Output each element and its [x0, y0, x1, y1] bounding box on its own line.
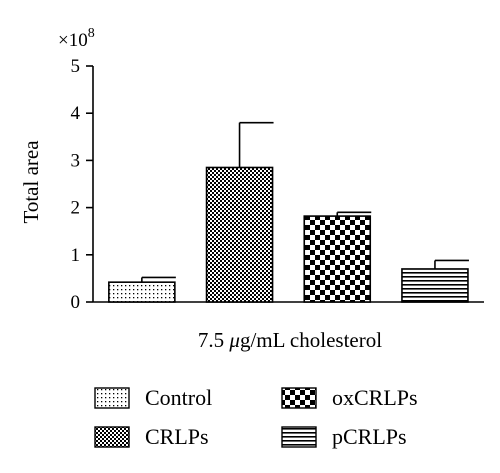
y-tick-label: 2: [71, 198, 81, 219]
y-tick-label: 0: [71, 292, 81, 313]
legend-swatch: [94, 426, 130, 448]
y-scale-multiplier: ×108: [58, 26, 95, 51]
bar-pcrlps: [401, 268, 469, 303]
legend: Control CRLPs oxCRLPs pCRLPs: [94, 385, 418, 449]
y-axis-title: Total area: [19, 140, 43, 224]
y-tick-label: 5: [71, 56, 81, 77]
x-axis-title: 7.5 μg/mL cholesterol: [198, 328, 382, 352]
bar-crlps: [205, 166, 274, 303]
legend-swatch: [94, 387, 130, 409]
bar-oxcrlps: [303, 215, 372, 303]
y-tick-label: 4: [71, 103, 81, 124]
bars: [108, 121, 469, 303]
legend-label: pCRLPs: [332, 424, 407, 449]
legend-label: oxCRLPs: [332, 385, 418, 410]
legend-label: Control: [145, 385, 212, 410]
legend-swatch: [281, 426, 317, 448]
y-tick-label: 3: [71, 150, 81, 171]
axes: [92, 66, 484, 303]
bar-control: [108, 281, 176, 303]
legend-label: CRLPs: [145, 424, 209, 449]
y-tick-label: 1: [71, 245, 81, 266]
y-ticks: 0 1 2 3 4 5: [71, 56, 93, 313]
legend-swatch: [281, 387, 317, 409]
